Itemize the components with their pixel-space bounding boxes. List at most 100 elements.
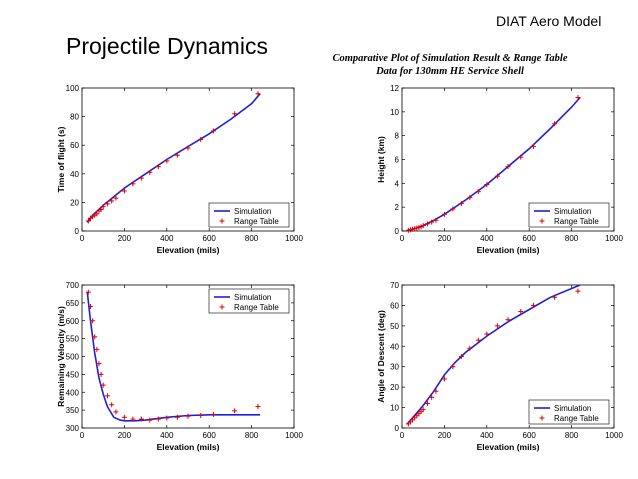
plot-subtitle: Comparative Plot of Simulation Result & … xyxy=(280,52,620,78)
x-axis-label: Elevation (mils) xyxy=(157,442,220,452)
y-tick-label: 60 xyxy=(390,301,399,310)
range-table-point xyxy=(100,382,106,388)
y-tick-label: 700 xyxy=(66,281,80,290)
range-table-point xyxy=(210,411,216,417)
range-table-point xyxy=(255,404,261,410)
y-tick-label: 20 xyxy=(70,198,79,207)
x-tick-label: 400 xyxy=(160,431,174,440)
range-table-point xyxy=(185,413,191,419)
legend-label: Range Table xyxy=(554,414,599,423)
legend-label: Simulation xyxy=(554,207,591,216)
range-table-point xyxy=(441,211,447,217)
range-table-point xyxy=(484,331,490,337)
range-table-point xyxy=(450,206,456,212)
range-table-point xyxy=(155,164,161,170)
range-table-point xyxy=(232,111,238,117)
legend-label: Range Table xyxy=(234,217,279,226)
range-table-point xyxy=(98,371,104,377)
range-table-point xyxy=(92,334,98,340)
range-table-point xyxy=(232,408,238,414)
range-table-point xyxy=(420,407,426,413)
y-axis-label: Remaining Velocity (m/s) xyxy=(56,306,66,407)
y-tick-label: 600 xyxy=(66,317,80,326)
range-table-point xyxy=(429,219,435,225)
range-table-point xyxy=(530,302,536,308)
range-table-point xyxy=(109,198,115,204)
range-table-point xyxy=(429,394,435,400)
range-table-point xyxy=(450,364,456,370)
range-table-point xyxy=(185,145,191,151)
y-tick-label: 650 xyxy=(66,299,80,308)
subtitle-line-2: Data for 130mm HE Service Shell xyxy=(376,66,524,77)
range-table-point xyxy=(174,152,180,158)
y-tick-label: 40 xyxy=(70,170,79,179)
x-axis-label: Elevation (mils) xyxy=(477,245,540,255)
range-table-point xyxy=(433,217,439,223)
x-tick-label: 600 xyxy=(203,234,217,243)
x-tick-label: 1000 xyxy=(605,431,623,440)
y-axis-label: Height (km) xyxy=(376,136,386,183)
x-tick-label: 0 xyxy=(400,431,405,440)
range-table-point xyxy=(104,393,110,399)
y-tick-label: 70 xyxy=(390,281,399,290)
range-table-point xyxy=(96,361,102,367)
y-axis-label: Angle of Descent (deg) xyxy=(376,310,386,403)
y-tick-label: 50 xyxy=(390,322,399,331)
y-tick-label: 80 xyxy=(70,113,79,122)
range-table-point xyxy=(458,201,464,207)
x-tick-label: 800 xyxy=(565,431,579,440)
subtitle-line-1: Comparative Plot of Simulation Result & … xyxy=(332,53,568,64)
y-tick-label: 350 xyxy=(66,406,80,415)
y-tick-label: 12 xyxy=(390,84,399,93)
x-tick-label: 600 xyxy=(523,234,537,243)
range-table-point xyxy=(138,416,144,422)
y-tick-label: 400 xyxy=(66,388,80,397)
legend-label: Range Table xyxy=(554,217,599,226)
range-table-point xyxy=(505,317,511,323)
range-table-point xyxy=(138,175,144,181)
x-tick-label: 800 xyxy=(245,431,259,440)
y-tick-label: 60 xyxy=(70,141,79,150)
x-tick-label: 600 xyxy=(523,431,537,440)
x-tick-label: 400 xyxy=(480,234,494,243)
range-table-point xyxy=(424,400,430,406)
x-tick-label: 800 xyxy=(565,234,579,243)
range-table-point xyxy=(147,417,153,423)
legend-label: Range Table xyxy=(234,303,279,312)
x-tick-label: 1000 xyxy=(285,234,303,243)
range-table-point xyxy=(130,416,136,422)
range-table-point xyxy=(518,309,524,315)
y-tick-label: 10 xyxy=(390,404,399,413)
range-table-point xyxy=(98,207,104,213)
angle-of-descent-chart: 0 200 400 600 800 1000 0 10 20 30 40 50 60 70 Elevatio… xyxy=(376,281,623,452)
range-table-point xyxy=(467,345,473,351)
y-tick-label: 4 xyxy=(395,179,400,188)
legend-label: Simulation xyxy=(234,207,271,216)
range-table-point xyxy=(113,409,119,415)
range-table-point xyxy=(530,143,536,149)
y-tick-label: 20 xyxy=(390,383,399,392)
y-axis-label: Time of flight (s) xyxy=(56,126,66,192)
brand-label: DIAT Aero Model xyxy=(496,13,602,29)
x-tick-label: 0 xyxy=(400,234,405,243)
range-table-point xyxy=(494,323,500,329)
range-table-point xyxy=(164,415,170,421)
x-tick-label: 200 xyxy=(118,234,132,243)
x-tick-label: 1000 xyxy=(605,234,623,243)
range-table-point xyxy=(475,189,481,195)
range-table-point xyxy=(441,376,447,382)
range-table-point xyxy=(420,223,426,229)
y-tick-label: 300 xyxy=(66,424,80,433)
range-table-point xyxy=(210,128,216,134)
x-tick-label: 1000 xyxy=(285,431,303,440)
range-table-point xyxy=(155,416,161,422)
y-tick-label: 0 xyxy=(75,227,80,236)
y-tick-label: 40 xyxy=(390,342,399,351)
x-axis-label: Elevation (mils) xyxy=(157,245,220,255)
y-tick-label: 10 xyxy=(390,108,399,117)
x-tick-label: 0 xyxy=(80,431,85,440)
range-table-point xyxy=(518,154,524,160)
